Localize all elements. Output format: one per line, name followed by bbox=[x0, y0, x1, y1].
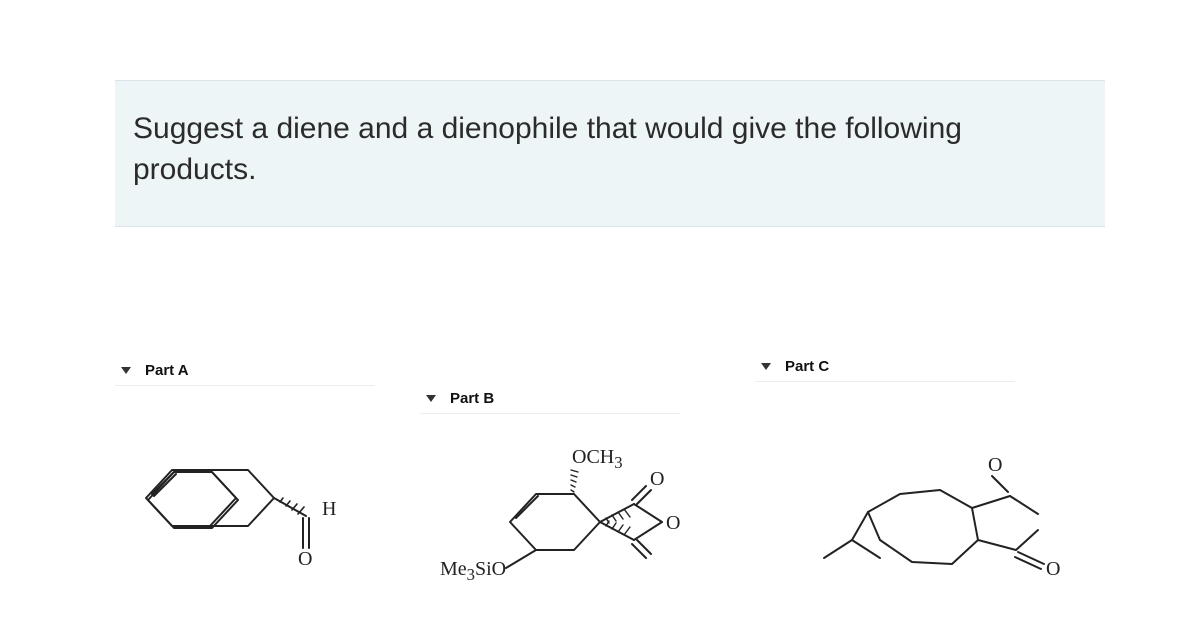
label-O-b-top: O bbox=[650, 468, 664, 491]
chevron-down-icon bbox=[761, 363, 771, 370]
label-O-a: O bbox=[298, 548, 312, 571]
part-c-header[interactable]: Part C bbox=[755, 356, 1015, 382]
label-Me3SiO-post: SiO bbox=[475, 558, 506, 580]
label-O-c-top: O bbox=[988, 454, 1002, 477]
part-b-section: Part B bbox=[420, 388, 680, 414]
label-O-b-mid: O bbox=[666, 512, 680, 535]
label-Me3SiO: Me3SiO bbox=[440, 558, 506, 585]
question-text: Suggest a diene and a dienophile that wo… bbox=[133, 112, 962, 186]
part-b-label: Part B bbox=[450, 390, 494, 407]
label-OCH3-main: OCH bbox=[572, 446, 614, 468]
page-root: Suggest a diene and a dienophile that wo… bbox=[0, 0, 1200, 617]
label-H: H bbox=[322, 498, 336, 521]
part-a-label: Part A bbox=[145, 362, 189, 379]
question-prompt: Suggest a diene and a dienophile that wo… bbox=[115, 80, 1105, 227]
label-OCH3: OCH3 bbox=[572, 446, 623, 473]
part-b-header[interactable]: Part B bbox=[420, 388, 680, 414]
label-O-c-bot: O bbox=[1046, 558, 1060, 581]
chevron-down-icon bbox=[121, 367, 131, 374]
part-a-header[interactable]: Part A bbox=[115, 360, 375, 386]
label-OCH3-sub: 3 bbox=[614, 453, 622, 472]
structure-b-diagram: OCH3 O O O Me3SiO bbox=[440, 440, 730, 610]
part-a-section: Part A bbox=[115, 360, 375, 386]
label-Me3SiO-sub: 3 bbox=[467, 565, 475, 584]
part-c-section: Part C bbox=[755, 356, 1015, 382]
label-Me3SiO-pre: Me bbox=[440, 558, 467, 580]
chevron-down-icon bbox=[426, 395, 436, 402]
structure-a-diagram: H O O O bbox=[130, 440, 370, 600]
part-c-label: Part C bbox=[785, 358, 829, 375]
structure-c-diagram: O O O bbox=[820, 440, 1100, 600]
